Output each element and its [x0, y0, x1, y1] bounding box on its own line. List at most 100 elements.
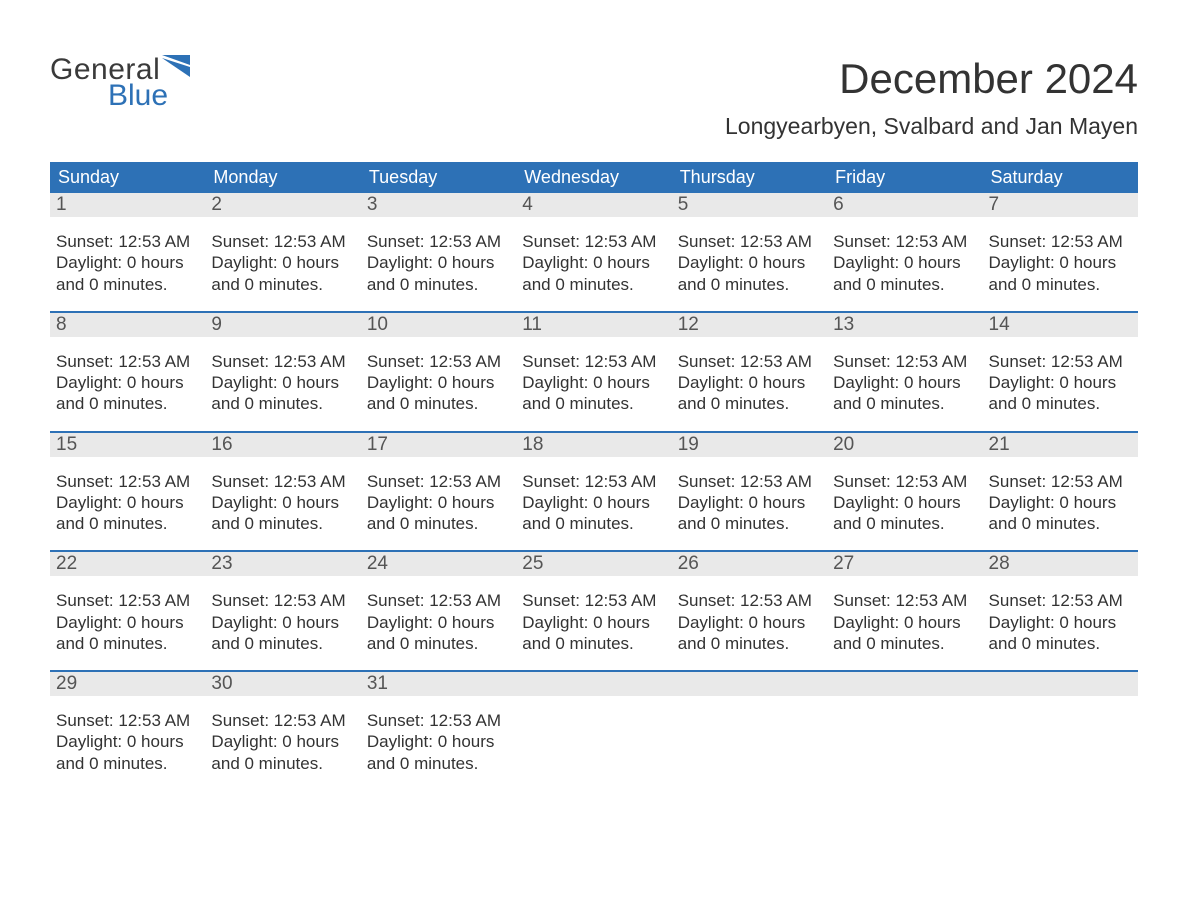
day-cell: Sunset: 12:53 AMDaylight: 0 hoursand 0 m…	[983, 590, 1138, 654]
day-cell: Sunset: 12:53 AMDaylight: 0 hoursand 0 m…	[983, 471, 1138, 535]
day-number: 3	[361, 193, 516, 217]
day-number: 12	[672, 313, 827, 337]
weekday-sunday: Sunday	[50, 162, 205, 193]
day-content-row: Sunset: 12:53 AMDaylight: 0 hoursand 0 m…	[50, 457, 1138, 543]
daylight-line-1: Daylight: 0 hours	[989, 492, 1132, 513]
daylight-line-1: Daylight: 0 hours	[989, 372, 1132, 393]
day-cell: Sunset: 12:53 AMDaylight: 0 hoursand 0 m…	[361, 590, 516, 654]
day-cell: Sunset: 12:53 AMDaylight: 0 hoursand 0 m…	[672, 351, 827, 415]
daylight-line-2: and 0 minutes.	[678, 513, 821, 534]
daynum-row: 891011121314	[50, 313, 1138, 337]
daylight-line-2: and 0 minutes.	[522, 513, 665, 534]
daylight-line-1: Daylight: 0 hours	[367, 252, 510, 273]
sunset-line: Sunset: 12:53 AM	[833, 471, 976, 492]
daylight-line-2: and 0 minutes.	[211, 513, 354, 534]
calendar-grid: Sunday Monday Tuesday Wednesday Thursday…	[50, 162, 1138, 782]
sunset-line: Sunset: 12:53 AM	[367, 590, 510, 611]
day-cell: Sunset: 12:53 AMDaylight: 0 hoursand 0 m…	[50, 471, 205, 535]
sunset-line: Sunset: 12:53 AM	[989, 351, 1132, 372]
calendar-week: 22232425262728Sunset: 12:53 AMDaylight: …	[50, 550, 1138, 662]
daylight-line-1: Daylight: 0 hours	[211, 372, 354, 393]
sunset-line: Sunset: 12:53 AM	[367, 710, 510, 731]
day-content-row: Sunset: 12:53 AM Daylight: 0 hours and 0 m…	[50, 696, 1138, 782]
month-title: December 2024	[725, 55, 1138, 103]
daylight-line-1: Daylight: 0 hours	[833, 612, 976, 633]
sunset-line: Sunset: 12:53 AM	[989, 471, 1132, 492]
day-number	[672, 672, 827, 696]
daylight-line-2: and 0 minutes.	[56, 393, 199, 414]
day-number: 30	[205, 672, 360, 696]
daylight-line-1: Daylight: 0 hours	[522, 612, 665, 633]
daylight-line-1: Daylight: 0 hours	[56, 731, 199, 752]
calendar-week: 891011121314Sunset: 12:53 AMDaylight: 0 …	[50, 311, 1138, 423]
day-cell: Sunset: 12:53 AMDaylight: 0 hoursand 0 m…	[361, 351, 516, 415]
weekday-saturday: Saturday	[983, 162, 1138, 193]
day-number	[516, 672, 671, 696]
day-cell: Sunset: 12:53 AMDaylight: 0 hoursand 0 m…	[516, 471, 671, 535]
daylight-line-1: Daylight: 0 hours	[833, 252, 976, 273]
day-number: 2	[205, 193, 360, 217]
day-number: 18	[516, 433, 671, 457]
daylight-line-1: Daylight: 0 hours	[678, 492, 821, 513]
day-cell: Sunset: 12:53 AMDaylight: 0 hoursand 0 m…	[516, 590, 671, 654]
daylight-line-2: and 0 minutes.	[367, 274, 510, 295]
day-number: 24	[361, 552, 516, 576]
sunset-line: Sunset: 12:53 AM	[989, 590, 1132, 611]
day-cell: Sunset: 12:53 AMDaylight: 0 hoursand 0 m…	[827, 231, 982, 295]
day-number: 26	[672, 552, 827, 576]
sunset-line: Sunset: 12:53 AM	[678, 590, 821, 611]
daylight-line-2: and 0 minutes.	[211, 393, 354, 414]
header: General Blue December 2024 Longyearbyen,…	[50, 55, 1138, 152]
day-number: 8	[50, 313, 205, 337]
sunset-line: Sunset: 12:53 AM	[56, 231, 199, 252]
day-cell: Sunset: 12:53 AMDaylight: 0 hoursand 0 m…	[516, 351, 671, 415]
sunset-line: Sunset: 12:53 AM	[367, 231, 510, 252]
daylight-line-2: and 0 minutes.	[989, 633, 1132, 654]
day-number	[983, 672, 1138, 696]
day-number	[827, 672, 982, 696]
daylight-line-2: and 0 minutes.	[211, 633, 354, 654]
sunset-line: Sunset: 12:53 AM	[367, 351, 510, 372]
day-number: 15	[50, 433, 205, 457]
day-number: 19	[672, 433, 827, 457]
daylight-line-1: Daylight: 0 hours	[211, 252, 354, 273]
daylight-line-2: and 0 minutes.	[211, 274, 354, 295]
daylight-line-2: and 0 minutes.	[367, 513, 510, 534]
weekday-header-row: Sunday Monday Tuesday Wednesday Thursday…	[50, 162, 1138, 193]
sunset-line: Sunset: 12:53 AM	[522, 231, 665, 252]
day-number: 13	[827, 313, 982, 337]
day-number: 14	[983, 313, 1138, 337]
day-number: 10	[361, 313, 516, 337]
daylight-line-2: and 0 minutes.	[367, 393, 510, 414]
day-number: 29	[50, 672, 205, 696]
daylight-line-1: Daylight: 0 hours	[522, 492, 665, 513]
sunset-line: Sunset: 12:53 AM	[211, 471, 354, 492]
day-cell: Sunset: 12:53 AMDaylight: 0 hoursand 0 m…	[361, 231, 516, 295]
day-number: 5	[672, 193, 827, 217]
day-number: 21	[983, 433, 1138, 457]
sunset-line: Sunset: 12:53 AM	[211, 351, 354, 372]
daylight-line-1: Daylight: 0 hours	[211, 612, 354, 633]
daylight-line-2: and 0 minutes.	[833, 274, 976, 295]
sunset-line: Sunset: 12:53 AM	[522, 590, 665, 611]
daylight-line-1: Daylight: 0 hours	[367, 492, 510, 513]
day-cell: Sunset: 12:53 AMDaylight: 0 hoursand 0 m…	[361, 471, 516, 535]
daylight-line-1: Daylight: 0 hours	[367, 612, 510, 633]
day-number: 16	[205, 433, 360, 457]
daylight-line-2: and 0 minutes.	[367, 753, 510, 774]
logo-flag-icon	[162, 55, 192, 81]
day-cell: Sunset: 12:53 AMDaylight: 0 hoursand 0 m…	[827, 351, 982, 415]
daylight-line-2: and 0 minutes.	[833, 633, 976, 654]
day-number: 9	[205, 313, 360, 337]
weekday-friday: Friday	[827, 162, 982, 193]
day-cell: Sunset: 12:53 AMDaylight: 0 hoursand 0 m…	[50, 710, 205, 774]
sunset-line: Sunset: 12:53 AM	[211, 710, 354, 731]
sunset-line: Sunset: 12:53 AM	[211, 590, 354, 611]
daylight-line-1: Daylight: 0 hours	[678, 612, 821, 633]
daylight-line-1: Daylight: 0 hours	[522, 252, 665, 273]
sunset-line: Sunset: 12:53 AM	[678, 231, 821, 252]
daylight-line-1: Daylight: 0 hours	[367, 372, 510, 393]
daylight-line-2: and 0 minutes.	[833, 393, 976, 414]
calendar-page: General Blue December 2024 Longyearbyen,…	[0, 0, 1188, 812]
sunset-line: Sunset: 12:53 AM	[833, 351, 976, 372]
